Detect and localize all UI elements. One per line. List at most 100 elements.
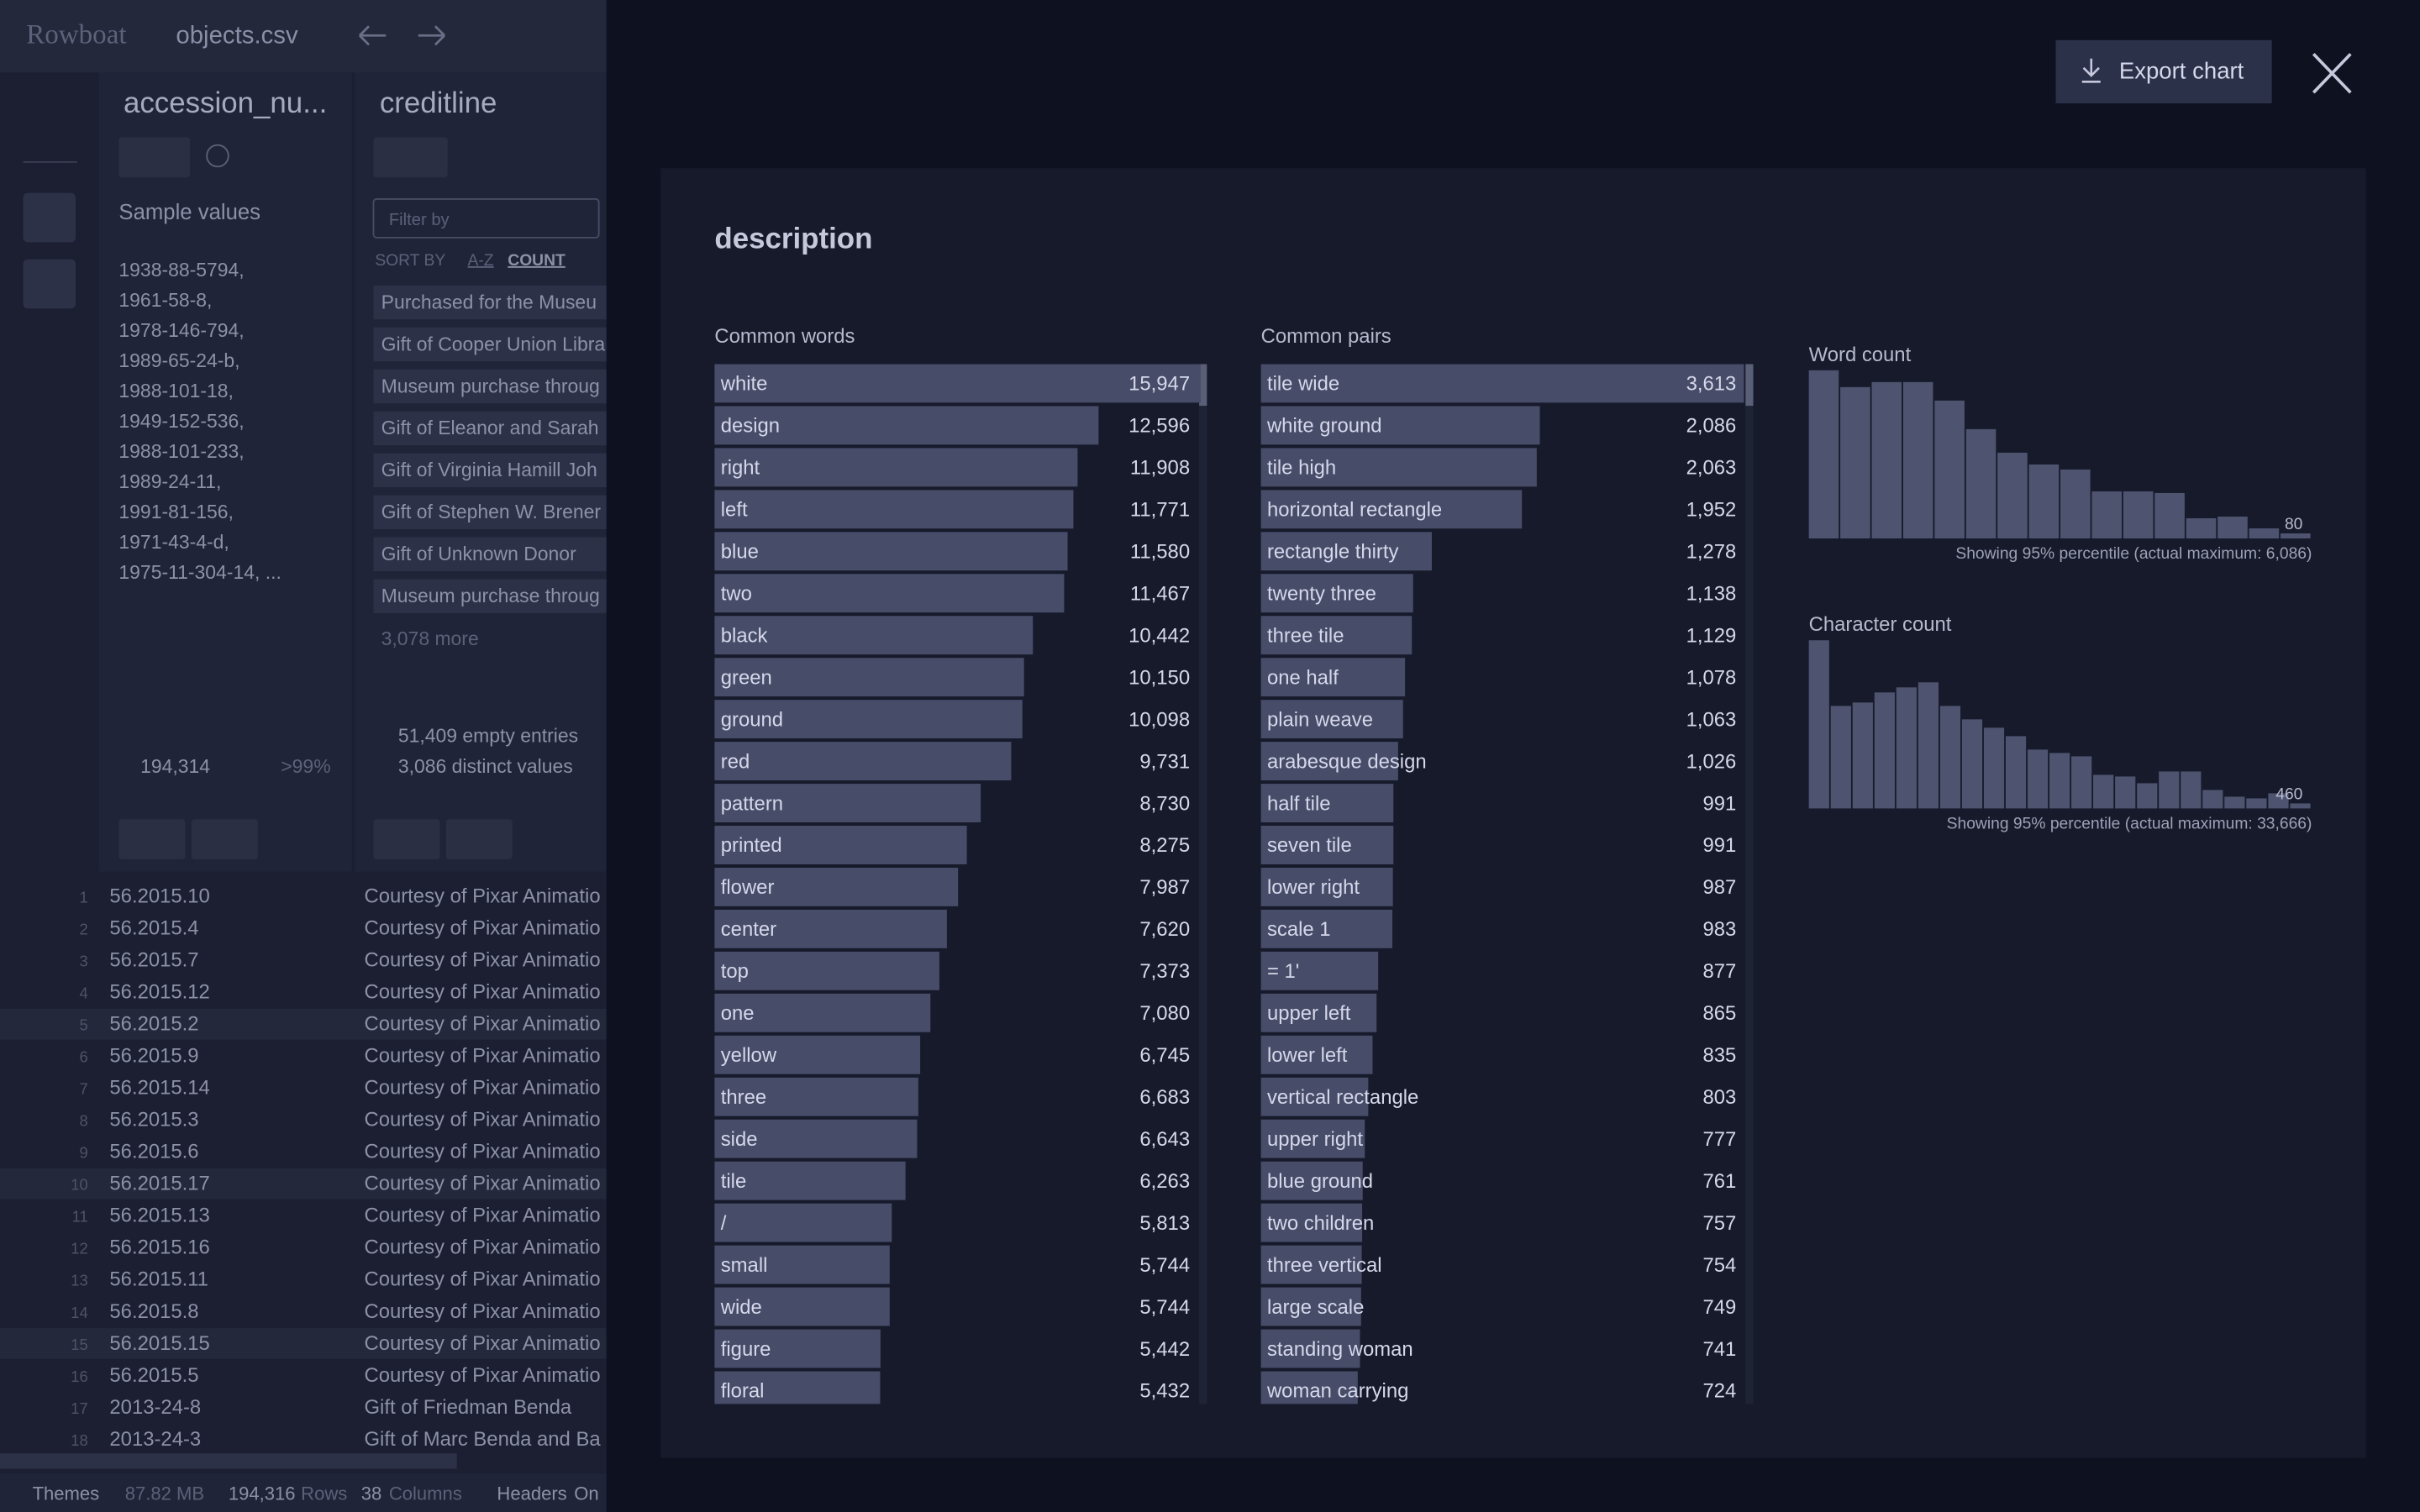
value-label: 754 xyxy=(1703,1254,1737,1277)
top-value-bg[interactable] xyxy=(373,453,620,488)
value-label: 1,952 xyxy=(1686,499,1737,522)
bar-label: rectangle thirty xyxy=(1267,541,1399,564)
value-label: 15,947 xyxy=(1128,373,1190,396)
sample-label: Sample values xyxy=(118,201,260,224)
value-label: 6,683 xyxy=(1139,1086,1190,1109)
top-value-bg[interactable] xyxy=(373,537,620,571)
bar xyxy=(1260,490,1523,529)
format-button[interactable] xyxy=(118,819,186,860)
sample-value: 1989-65-24-b, xyxy=(118,349,239,371)
close-button[interactable] xyxy=(2312,53,2352,94)
histogram-bar xyxy=(2268,793,2289,809)
width-button[interactable] xyxy=(445,819,513,860)
value-label: 741 xyxy=(1703,1338,1737,1361)
histogram-bar xyxy=(1983,727,2005,809)
cell: Courtesy of Pixar Animatio xyxy=(364,1013,600,1036)
bar xyxy=(1260,867,1393,906)
cell: Courtesy of Pixar Animatio xyxy=(364,1109,600,1131)
histogram-bar xyxy=(2027,749,2049,809)
panel-title: description xyxy=(714,223,872,255)
cell: Gift of Marc Benda and Ba xyxy=(364,1428,601,1451)
top-value-bg[interactable] xyxy=(373,327,620,362)
bar-label: pattern xyxy=(721,792,783,815)
top-bar xyxy=(0,0,607,73)
sample-value: 1971-43-4-d, xyxy=(118,531,229,553)
histogram-bar xyxy=(2060,469,2091,539)
column-header xyxy=(98,72,352,872)
value-label: 8,730 xyxy=(1139,792,1190,815)
top-value: Gift of Eleanor and Sarah xyxy=(381,417,599,438)
bar-label: white ground xyxy=(1266,415,1382,438)
bar-label: scale 1 xyxy=(1267,918,1331,941)
status-item: Headers xyxy=(497,1483,566,1504)
bar xyxy=(714,406,1099,445)
cell: 56.2015.7 xyxy=(109,949,198,972)
upload-button[interactable] xyxy=(23,192,76,243)
value-label: 7,987 xyxy=(1139,876,1190,899)
status-item: Themes xyxy=(33,1483,100,1504)
reset-icon[interactable] xyxy=(206,144,229,168)
value-label: 777 xyxy=(1703,1128,1737,1151)
bar-label: plain weave xyxy=(1267,708,1373,731)
filter-input[interactable] xyxy=(372,198,600,239)
bar xyxy=(714,909,947,948)
nav-arrows[interactable] xyxy=(358,25,445,46)
value-label: 6,263 xyxy=(1139,1170,1190,1193)
histogram-bar xyxy=(2186,517,2217,539)
top-value-bg[interactable] xyxy=(373,579,620,613)
top-value-bg[interactable] xyxy=(373,369,620,404)
chart-title: Character count xyxy=(1809,613,1952,636)
value-label: 983 xyxy=(1703,918,1737,941)
scroll-thumb[interactable] xyxy=(1745,364,1754,407)
sample-value: 1975-11-304-14, ... xyxy=(118,561,281,583)
bar-label: right xyxy=(721,457,760,480)
h-scrollbar[interactable] xyxy=(0,1453,457,1469)
cell: 56.2015.13 xyxy=(109,1205,209,1227)
value-label: 7,373 xyxy=(1139,960,1190,983)
row-number: 17 xyxy=(71,1399,87,1417)
cell: Courtesy of Pixar Animatio xyxy=(364,1173,600,1195)
top-value-bg[interactable] xyxy=(373,411,620,446)
scroll-thumb[interactable] xyxy=(1199,364,1207,407)
row-number: 6 xyxy=(79,1048,87,1066)
status-bar xyxy=(0,1473,607,1512)
download-icon xyxy=(2081,58,2101,83)
histogram-bar xyxy=(1965,428,1996,539)
histogram-bar xyxy=(1852,702,1873,809)
value-label: 11,580 xyxy=(1130,541,1190,564)
value-label: 2,063 xyxy=(1686,457,1737,480)
value-label: 9,731 xyxy=(1139,750,1190,773)
value-label: 877 xyxy=(1703,960,1737,983)
status-item: 38 xyxy=(361,1483,382,1504)
value-label: 3,613 xyxy=(1686,373,1737,396)
width-button[interactable] xyxy=(191,819,258,860)
sample-value: 1949-152-536, xyxy=(118,410,244,432)
download-button[interactable] xyxy=(23,259,76,309)
value-label: 7,080 xyxy=(1139,1002,1190,1025)
histogram-bar xyxy=(2049,753,2070,809)
top-value-bg[interactable] xyxy=(373,495,620,529)
chart-title: Common words xyxy=(714,325,855,348)
histogram-bar xyxy=(1874,692,1895,809)
histogram-bar xyxy=(2202,790,2223,809)
bar-label: seven tile xyxy=(1267,834,1352,857)
bar-label: two children xyxy=(1267,1212,1374,1235)
value-label: 803 xyxy=(1703,1086,1737,1109)
sort-button[interactable] xyxy=(373,137,448,178)
histogram-bar xyxy=(1918,682,1939,809)
sample-value: 1988-101-233, xyxy=(118,440,244,462)
filter-placeholder: Filter by xyxy=(389,211,450,229)
background-app: Rowboat objects.csv accession_nu... creditl… xyxy=(0,0,620,1512)
bar xyxy=(714,490,1074,529)
value-label: 5,432 xyxy=(1139,1380,1190,1403)
top-value-bg[interactable] xyxy=(373,285,620,320)
bar-label: tile xyxy=(721,1170,747,1193)
value-label: 1,078 xyxy=(1686,666,1737,689)
value-label: 8,275 xyxy=(1139,834,1190,857)
type-button[interactable] xyxy=(118,137,190,178)
value-label: 11,908 xyxy=(1130,457,1190,480)
top-value: Gift of Cooper Union Libra xyxy=(381,333,606,354)
format-button[interactable] xyxy=(373,819,440,860)
